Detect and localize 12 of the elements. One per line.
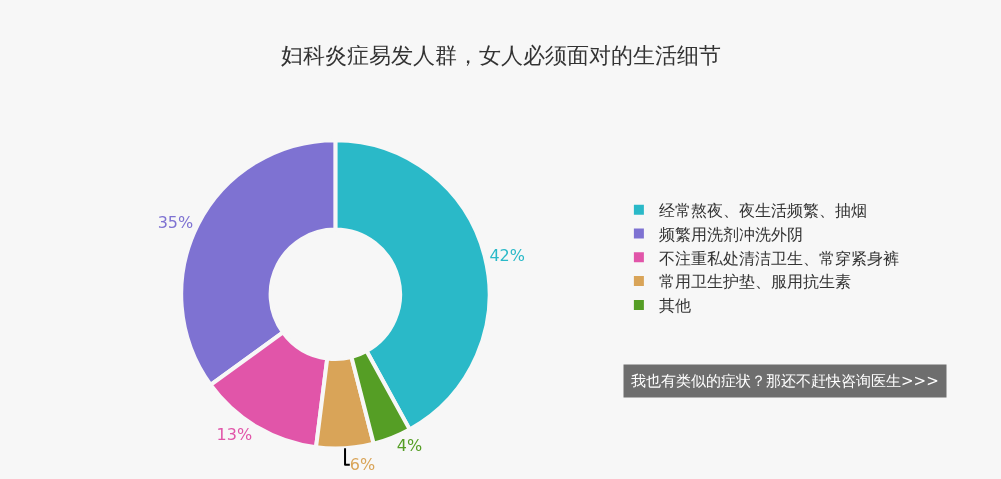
data-label: 42% — [489, 245, 525, 265]
legend-label: 其他 — [658, 296, 691, 316]
data-label: 6% — [349, 455, 376, 475]
data-label: 13% — [216, 424, 253, 444]
data-label: 4% — [396, 436, 423, 456]
legend-label: 不注重私处清洁卫生、常穿紧身裤 — [658, 248, 899, 268]
text: 我也有类似的症状？那还不赶快咨询医生>>> — [631, 372, 939, 390]
legend-label: 常用卫生护垫、服用抗生素 — [658, 272, 851, 292]
legend-label: 经常熬夜、夜生活频繁、抽烟 — [658, 200, 867, 220]
data-label: 35% — [157, 212, 194, 232]
legend-label: 频繁用洗剂冲洗外阴 — [658, 224, 803, 244]
chart-title: 妇科炎症易发人群，女人必须面对的生活细节 — [280, 43, 721, 69]
